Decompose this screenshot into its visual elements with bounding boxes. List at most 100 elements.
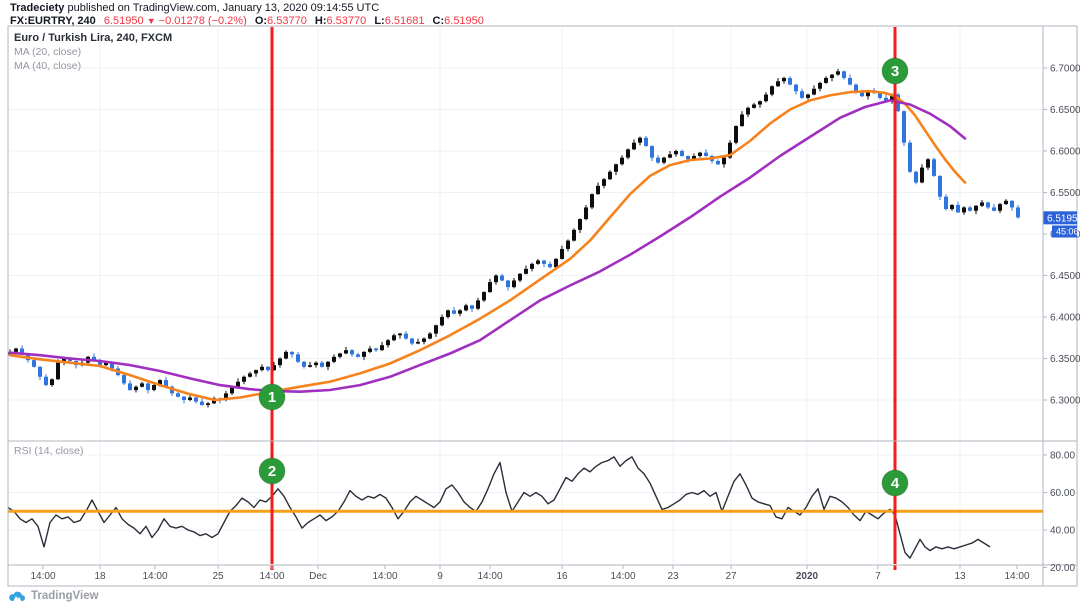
- candle-down: [506, 280, 510, 288]
- low-value: 6.51681: [384, 14, 425, 27]
- candle-down: [842, 71, 846, 78]
- last-price-badge-bg: [1043, 211, 1077, 225]
- candle-up: [596, 185, 600, 195]
- price-tick-label[interactable]: 6.55000: [1050, 188, 1080, 199]
- time-tick-label[interactable]: 14:00: [610, 571, 635, 582]
- candle-down: [854, 84, 858, 92]
- time-tick-label[interactable]: 14:00: [259, 571, 284, 582]
- candle-down: [686, 155, 690, 160]
- chart-outer-border: [7, 25, 1078, 587]
- candle-down: [92, 356, 96, 361]
- time-tick-label[interactable]: 14:00: [142, 571, 167, 582]
- candle-down: [884, 97, 888, 102]
- open-label: O:: [254, 14, 268, 27]
- candle-up: [698, 152, 702, 156]
- time-tick-label[interactable]: 27: [725, 571, 737, 582]
- signal-marker-4[interactable]: 4: [881, 469, 909, 497]
- candle-down: [992, 207, 996, 211]
- price-tick-label[interactable]: 6.40000: [1050, 313, 1080, 324]
- countdown-badge: 45:06: [1052, 225, 1079, 238]
- time-tick-label[interactable]: 18: [94, 571, 106, 582]
- time-axis[interactable]: 14:00 18 14:00 25 14:00 Dec 14:00 9 14:00 16 14:00…: [30, 565, 1030, 582]
- candle-up: [206, 403, 210, 405]
- pane-borders: [7, 25, 1078, 587]
- signal-number[interactable]: 2: [268, 463, 276, 480]
- time-tick-label[interactable]: 14:00: [477, 571, 502, 582]
- rsi-tick-label[interactable]: 40.00: [1050, 526, 1075, 537]
- price-tick-label[interactable]: 6.30000: [1050, 396, 1080, 407]
- signal-marker-3[interactable]: 3: [881, 57, 909, 85]
- candle-up: [890, 94, 894, 102]
- ma20-legend: MA (20, close): [14, 46, 82, 58]
- price-tick-label[interactable]: 6.70000: [1050, 64, 1080, 75]
- candle-up: [284, 351, 288, 359]
- time-tick-label[interactable]: 23: [667, 571, 679, 582]
- candle-up: [998, 204, 1002, 211]
- signal-marker-1[interactable]: 1: [258, 383, 286, 411]
- candle-down: [146, 383, 150, 391]
- price-axis[interactable]: 6.700006.650006.600006.550006.500006.450…: [1043, 64, 1080, 575]
- rsi-tick-label[interactable]: 20.00: [1050, 563, 1075, 574]
- candle-down: [1010, 200, 1014, 208]
- rsi-pane-legend[interactable]: RSI (14, close): [14, 444, 83, 458]
- candle-up: [152, 385, 156, 391]
- rsi-tick-label[interactable]: 60.00: [1050, 488, 1075, 499]
- candle-up: [422, 338, 426, 342]
- signal-number[interactable]: 3: [891, 63, 899, 80]
- price-tick-label[interactable]: 6.35000: [1050, 354, 1080, 365]
- signal-number[interactable]: 1: [268, 389, 276, 406]
- time-tick-label[interactable]: 14:00: [30, 571, 55, 582]
- candles-layer[interactable]: [8, 68, 1020, 408]
- signal-marker-2[interactable]: 2: [258, 457, 286, 485]
- ma40-legend: MA (40, close): [14, 60, 82, 72]
- candle-down: [938, 175, 942, 197]
- candle-down: [800, 91, 804, 98]
- candle-up: [440, 317, 444, 326]
- candle-down: [452, 310, 456, 314]
- time-tick-label[interactable]: Dec: [309, 571, 327, 582]
- candle-down: [164, 380, 168, 387]
- candle-up: [332, 356, 336, 362]
- ma40-line: [8, 99, 967, 394]
- time-tick-label[interactable]: 7: [875, 571, 881, 582]
- high-label: H:: [314, 14, 327, 27]
- candle-up: [428, 333, 432, 339]
- time-tick-label[interactable]: 25: [212, 571, 224, 582]
- rsi-tick-label[interactable]: 80.00: [1050, 451, 1075, 462]
- time-tick-label[interactable]: 16: [556, 571, 568, 582]
- candle-down: [932, 159, 936, 176]
- time-tick-label[interactable]: 14:00: [1004, 571, 1029, 582]
- tradingview-attribution[interactable]: TradingView: [8, 589, 99, 603]
- time-tick-label[interactable]: 14:00: [372, 571, 397, 582]
- price-tick-label[interactable]: 6.60000: [1050, 147, 1080, 158]
- candle-down: [110, 362, 114, 369]
- candle-up: [344, 350, 348, 354]
- price-tick-label[interactable]: 6.65000: [1050, 105, 1080, 116]
- time-tick-label[interactable]: 2020: [796, 571, 819, 582]
- last-price-badge-text[interactable]: 6.51950: [1047, 213, 1080, 224]
- candle-up: [752, 104, 756, 108]
- candle-up: [134, 386, 138, 391]
- rsi-legend: RSI (14, close): [14, 445, 84, 457]
- candle-down: [320, 362, 324, 367]
- candle-up: [242, 376, 246, 382]
- candle-up: [1004, 200, 1008, 205]
- candle-down: [788, 77, 792, 85]
- time-tick-label[interactable]: 9: [437, 571, 443, 582]
- candle-up: [560, 248, 564, 259]
- symbol-ohlc-line: FX:EURTRY, 240 6.51950 ▼ −0.01278 (−0.2%…: [10, 15, 484, 28]
- price-pane-legend[interactable]: Euro / Turkish Lira, 240, FXCM MA (20, c…: [14, 31, 172, 73]
- time-tick-label[interactable]: 13: [954, 571, 966, 582]
- candle-down: [944, 196, 948, 210]
- candle-down: [500, 275, 504, 281]
- candle-up: [758, 101, 762, 105]
- candle-down: [128, 383, 132, 391]
- signal-number[interactable]: 4: [891, 475, 900, 492]
- candle-up: [626, 149, 630, 158]
- price-tick-label[interactable]: 6.45000: [1050, 271, 1080, 282]
- countdown-badge-text[interactable]: 45:06: [1056, 227, 1079, 237]
- candle-up: [746, 107, 750, 115]
- high-value: 6.53770: [326, 14, 367, 27]
- candle-down: [20, 348, 24, 355]
